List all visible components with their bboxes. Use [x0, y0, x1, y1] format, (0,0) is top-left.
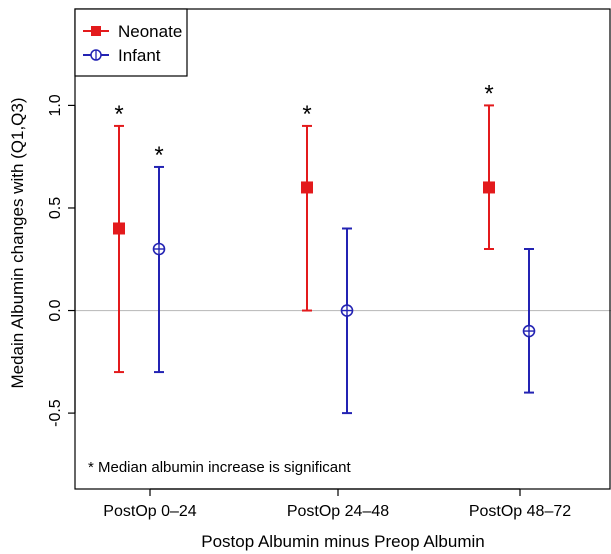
median-point [113, 222, 125, 235]
significance-star: * [302, 101, 311, 128]
x-tick-label: PostOp 24–48 [287, 503, 389, 520]
legend-box [74, 8, 188, 77]
y-tick-label: 1.0 [47, 94, 64, 116]
series-neonate: * * * [113, 80, 495, 374]
plot-area: -0.5 0.0 0.5 1.0 PostOp 0–24 PostOp 24–48 Post… [47, 8, 611, 520]
significance-star: * [154, 142, 163, 169]
significance-star: * [484, 80, 493, 107]
y-tick-label: 0.0 [47, 299, 64, 321]
legend-label: Neonate [118, 22, 182, 41]
y-tick-label: 0.5 [47, 197, 64, 219]
x-tick-label: PostOp 48–72 [469, 503, 571, 520]
legend-swatch-marker [91, 26, 101, 36]
significance-star: * [114, 101, 123, 128]
legend-item-infant: Infant [83, 46, 161, 65]
legend: Neonate Infant [74, 8, 188, 77]
x-axis-title: Postop Albumin minus Preop Albumin [201, 532, 485, 551]
y-axis-title: Medain Albumin changes with (Q1,Q3) [8, 97, 27, 388]
series-infant: * [152, 142, 536, 415]
y-tick-label: -0.5 [47, 399, 64, 427]
significance-note: * Median albumin increase is significant [88, 459, 351, 476]
x-tick-label: PostOp 0–24 [103, 503, 197, 520]
legend-item-neonate: Neonate [83, 22, 182, 41]
legend-label: Infant [118, 46, 161, 65]
median-point [301, 181, 313, 194]
median-point [483, 181, 495, 194]
